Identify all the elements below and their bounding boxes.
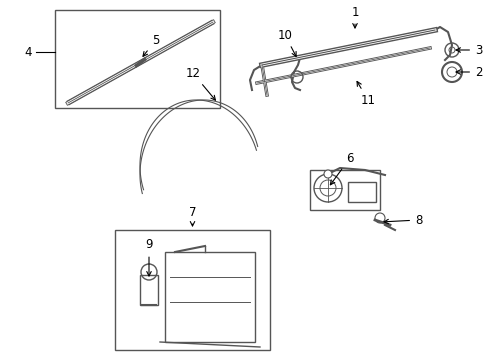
Bar bbox=[115, 230, 269, 350]
Text: 1: 1 bbox=[350, 5, 358, 28]
Text: 4: 4 bbox=[24, 45, 32, 59]
Bar bbox=[164, 252, 254, 342]
Circle shape bbox=[324, 170, 331, 178]
Text: 7: 7 bbox=[188, 206, 196, 226]
Text: 12: 12 bbox=[185, 67, 215, 100]
Text: 3: 3 bbox=[455, 44, 481, 57]
Text: 6: 6 bbox=[330, 152, 353, 185]
Bar bbox=[347, 182, 375, 202]
Text: 5: 5 bbox=[142, 34, 159, 57]
Text: 8: 8 bbox=[383, 213, 422, 226]
Bar bbox=[309, 170, 379, 210]
Text: 9: 9 bbox=[145, 239, 152, 276]
Text: 2: 2 bbox=[455, 66, 482, 78]
Bar bbox=[140, 275, 158, 305]
Text: 10: 10 bbox=[277, 28, 296, 57]
Bar bbox=[55, 10, 220, 108]
Text: 11: 11 bbox=[356, 81, 375, 107]
